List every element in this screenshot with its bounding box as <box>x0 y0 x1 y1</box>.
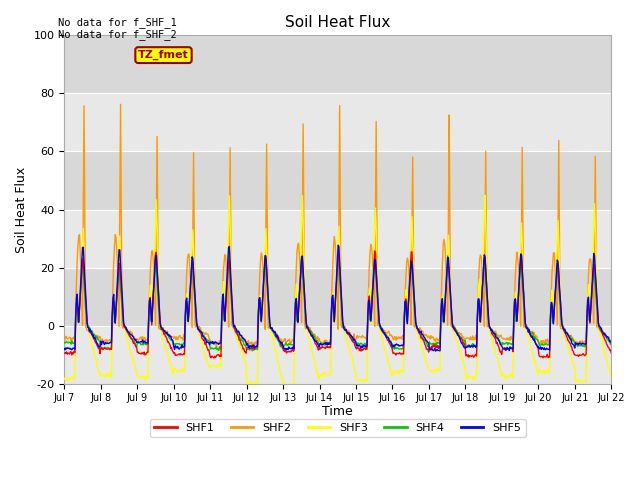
Bar <box>64 267 611 325</box>
Text: No data for f_SHF_1
No data for f_SHF_2: No data for f_SHF_1 No data for f_SHF_2 <box>58 17 177 40</box>
Bar <box>64 152 611 210</box>
Bar <box>64 325 611 384</box>
Legend: SHF1, SHF2, SHF3, SHF4, SHF5: SHF1, SHF2, SHF3, SHF4, SHF5 <box>150 419 525 437</box>
X-axis label: Time: Time <box>323 405 353 418</box>
Bar <box>64 94 611 152</box>
Bar <box>64 36 611 94</box>
Bar <box>64 210 611 267</box>
Y-axis label: Soil Heat Flux: Soil Heat Flux <box>15 167 28 252</box>
Text: TZ_fmet: TZ_fmet <box>138 50 189 60</box>
Title: Soil Heat Flux: Soil Heat Flux <box>285 15 390 30</box>
